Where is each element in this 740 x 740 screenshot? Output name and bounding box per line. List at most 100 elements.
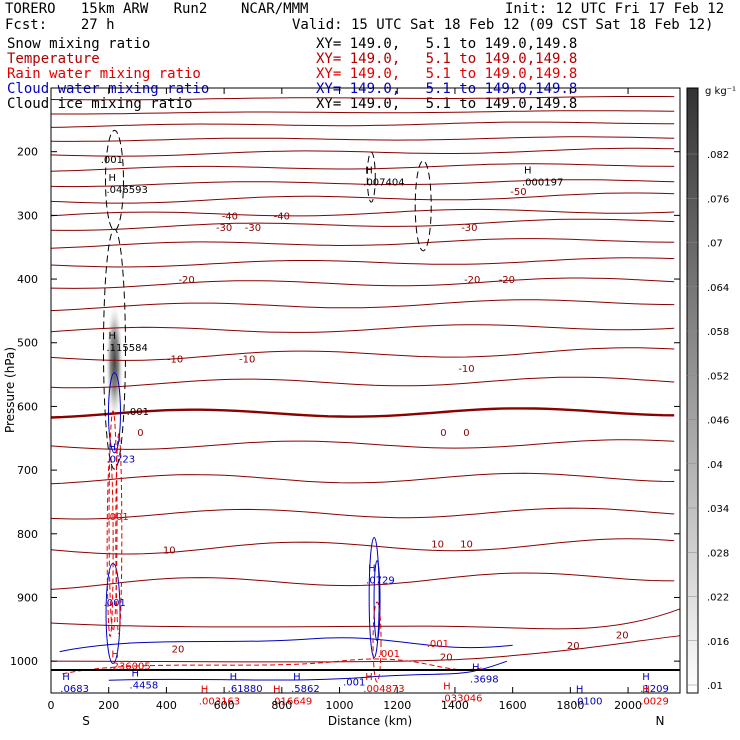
temperature-label: -10 <box>458 364 474 375</box>
max-value-cloud: .1209 <box>640 684 669 695</box>
plot-frame <box>50 87 681 694</box>
y-tick-label: 600 <box>17 400 38 413</box>
temperature-label: -20 <box>499 275 515 286</box>
isotherm-line <box>50 163 675 172</box>
field-name-temperature: Temperature <box>7 51 100 67</box>
isotherm-line <box>50 238 675 249</box>
y-tick-label: 400 <box>17 273 38 286</box>
max-value-ice: .001 <box>101 155 123 166</box>
y-tick-label: 700 <box>17 464 38 477</box>
rain-contour <box>106 456 114 638</box>
field-xy-rain: XY= 149.0, 5.1 to 149.0,149.8 <box>316 66 578 82</box>
isotherm-line <box>50 347 675 361</box>
max-marker-rain: H <box>365 672 373 683</box>
colorbar-label: .034 <box>707 504 729 515</box>
isotherm-line <box>50 324 675 333</box>
max-value-rain: .001 <box>378 649 400 660</box>
max-value-rain: .0029 <box>640 697 669 708</box>
isotherm-line <box>50 147 675 157</box>
max-value-cloud: .0723 <box>106 455 135 466</box>
max-marker-cloud: H <box>132 669 140 680</box>
snow-contour <box>414 160 432 252</box>
rain-contour <box>372 601 382 683</box>
colorbar-unit: g kg⁻¹ <box>705 86 736 97</box>
isotherm-line <box>50 192 675 204</box>
temperature-label: 20 <box>616 630 629 641</box>
cloud-water-contour <box>107 372 121 454</box>
max-value-cloud: .5862 <box>291 684 320 695</box>
field-xy-cloud-water: XY= 149.0, 5.1 to 149.0,149.8 <box>316 81 578 97</box>
field-name-rain: Rain water mixing ratio <box>7 66 201 82</box>
isotherm-line <box>50 96 675 101</box>
max-marker-rain: H <box>642 685 650 696</box>
x-tick-label: 1200 <box>383 699 411 712</box>
isotherm-line <box>50 439 675 450</box>
colorbar-label: .07 <box>707 239 723 250</box>
temperature-label: -10 <box>167 355 183 366</box>
isotherm-line <box>50 179 675 188</box>
max-value-rain: .004873 <box>363 684 404 695</box>
max-marker-snow: H <box>524 166 532 177</box>
isotherm-line <box>50 635 681 663</box>
x-tick-label: 2000 <box>614 699 642 712</box>
x-tick-label: 1400 <box>441 699 469 712</box>
temperature-label: -10 <box>239 355 255 366</box>
temperature-label: -40 <box>222 211 238 222</box>
colorbar-label: .076 <box>707 194 729 205</box>
temperature-label: -40 <box>274 211 290 222</box>
snow-contour <box>104 129 124 231</box>
y-tick-label: 500 <box>17 337 38 350</box>
temperature-label: -30 <box>461 223 477 234</box>
max-value-rain: .001 <box>427 639 449 650</box>
max-marker-ice: H <box>108 331 116 342</box>
temperature-label: 10 <box>163 546 176 557</box>
cloud-water-contour <box>368 536 380 658</box>
isotherm-line <box>50 299 675 312</box>
y-tick-label: 200 <box>17 146 38 159</box>
temperature-label: 0 <box>137 428 143 439</box>
max-value-ice: .001 <box>127 407 149 418</box>
isotherm-line <box>50 472 675 485</box>
forecast-hour: Fcst: 27 h <box>5 17 115 33</box>
colorbar-label: .01 <box>707 681 723 692</box>
max-value-cloud: .001 <box>343 677 365 688</box>
ice-shading <box>105 306 124 431</box>
isotherm-line <box>50 136 675 142</box>
y-axis-title: Pressure (hPa) <box>3 347 17 433</box>
isotherm-line <box>50 121 675 128</box>
isotherm-line <box>50 507 675 520</box>
rain-contour <box>115 433 123 635</box>
max-marker-cloud: H <box>368 564 376 575</box>
max-value-cloud: .0729 <box>366 576 395 587</box>
y-tick-label: 900 <box>17 591 38 604</box>
max-marker-rain: H <box>443 681 451 692</box>
isotherm-line <box>50 572 675 590</box>
x-axis-title: Distance (km) <box>328 714 412 728</box>
cloud-water-contour <box>108 660 508 681</box>
max-value-rain: .016649 <box>271 697 312 708</box>
y-tick-label: 300 <box>17 209 38 222</box>
max-value-cloud: .61880 <box>228 684 263 695</box>
colorbar-label: .058 <box>707 327 729 338</box>
y-tick-label: 800 <box>17 528 38 541</box>
max-value-cloud: .0683 <box>60 684 89 695</box>
isotherm-line <box>50 376 675 389</box>
max-marker-cloud: H <box>642 672 650 683</box>
isotherm-line <box>50 277 675 289</box>
isotherm-line <box>50 208 675 217</box>
model-title: TORERO 15km ARW Run2 NCAR/MMM <box>5 1 309 17</box>
x-tick-label: 600 <box>214 699 235 712</box>
isotherm-line <box>50 257 675 268</box>
colorbar-label: .04 <box>707 460 723 471</box>
field-name-snow: Snow mixing ratio <box>7 36 151 52</box>
temperature-label: 20 <box>172 644 185 655</box>
max-marker-snow: H <box>108 173 116 184</box>
max-value-rain: .001 <box>106 512 128 523</box>
north-label: N <box>656 714 665 728</box>
max-marker-rain: H <box>201 685 209 696</box>
max-value-cloud: .0100 <box>574 697 603 708</box>
max-marker-cloud: H <box>108 443 116 454</box>
field-xy-temperature: XY= 149.0, 5.1 to 149.0,149.8 <box>316 51 578 67</box>
y-tick-label: 1000 <box>10 655 38 668</box>
max-marker-snow: H <box>365 166 373 177</box>
